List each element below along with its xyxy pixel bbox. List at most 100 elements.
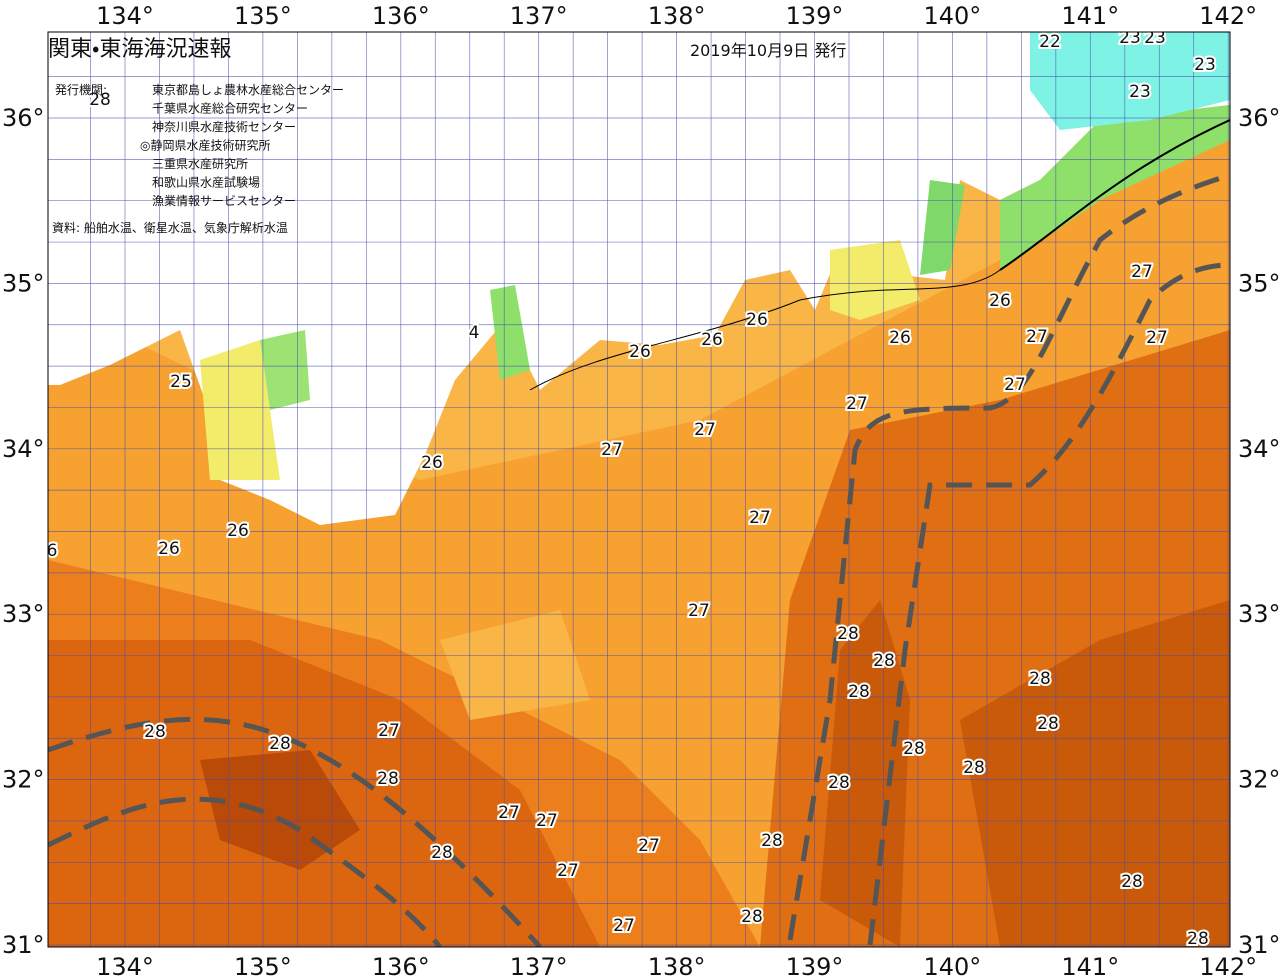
title: 関東・東海海況速報 bbox=[48, 37, 231, 62]
contour-label: 28 bbox=[1121, 872, 1143, 892]
issuer-name: 三重県水産研究所 bbox=[152, 157, 248, 171]
latitude-label: 33° bbox=[1238, 600, 1280, 628]
contour-label: 4 bbox=[469, 323, 480, 343]
contour-line bbox=[529, 269, 1001, 391]
current-line bbox=[48, 716, 542, 947]
warm-core bbox=[200, 750, 360, 870]
contour-label: 28 bbox=[269, 734, 291, 754]
latitude-label: 36° bbox=[1238, 104, 1280, 132]
contour-label: 27 bbox=[601, 440, 623, 460]
longitude-label: 140° bbox=[923, 953, 981, 980]
longitude-label: 141° bbox=[1061, 2, 1119, 30]
contour-line bbox=[999, 119, 1230, 271]
latitude-label: 34° bbox=[2, 435, 45, 463]
current-axes bbox=[48, 172, 1230, 947]
contour-label: 28 bbox=[89, 90, 111, 110]
current-line bbox=[48, 796, 442, 947]
contour-label: 28 bbox=[1187, 929, 1209, 949]
contour-label: 26 bbox=[421, 453, 443, 473]
contour-label: 28 bbox=[431, 843, 453, 863]
contour-label: 6 bbox=[47, 541, 58, 561]
issuer-name: 漁業情報サービスセンター bbox=[152, 194, 296, 208]
longitude-label: 140° bbox=[923, 2, 981, 30]
contour-label: 28 bbox=[1037, 714, 1059, 734]
source-note: 資料: 船舶水温、衛星水温、気象庁解析水温 bbox=[52, 220, 288, 235]
latitude-label: 35° bbox=[1238, 269, 1280, 297]
cool-zone-cyan bbox=[1030, 32, 1230, 130]
contour-label: 27 bbox=[1146, 328, 1168, 348]
contour-label: 26 bbox=[227, 521, 249, 541]
issuers: 東京都島しょ農林水産総合センター千葉県水産総合研究センター神奈川県水産技術センタ… bbox=[140, 82, 344, 208]
contour-label: 28 bbox=[1029, 669, 1051, 689]
longitude-label: 135° bbox=[234, 2, 292, 30]
contour-label: 28 bbox=[873, 651, 895, 671]
contour-label: 26 bbox=[889, 328, 911, 348]
contour-label: 27 bbox=[749, 508, 771, 528]
latitude-label: 36° bbox=[2, 104, 45, 132]
issuer-name: 千葉県水産総合研究センター bbox=[152, 101, 308, 116]
graticule bbox=[48, 32, 1230, 947]
issuer-name: 東京都島しょ農林水産総合センター bbox=[152, 82, 344, 97]
longitude-label: 136° bbox=[372, 953, 430, 980]
contour-label: 25 bbox=[170, 372, 192, 392]
issuers-label: 発行機関: bbox=[55, 83, 107, 97]
land bbox=[48, 32, 1230, 525]
latitude-label: 35° bbox=[2, 269, 45, 297]
contour-label: 28 bbox=[837, 624, 859, 644]
contour-label: 22 bbox=[1039, 32, 1061, 52]
contour-label: 26 bbox=[158, 539, 180, 559]
current-line bbox=[867, 262, 1230, 946]
issuer-name: 和歌山県水産試験場 bbox=[152, 175, 260, 190]
contour-label: 27 bbox=[1131, 262, 1153, 282]
contour-label: 26 bbox=[989, 291, 1011, 311]
longitude-label: 139° bbox=[786, 953, 844, 980]
cool-zone-yellow bbox=[830, 240, 920, 320]
contour-label: 27 bbox=[1026, 327, 1048, 347]
contour-label: 28 bbox=[741, 907, 763, 927]
longitude-label: 139° bbox=[786, 2, 844, 30]
warm-zone-darkest bbox=[820, 600, 1230, 947]
contour-label: 27 bbox=[846, 394, 868, 414]
contour-label: 27 bbox=[1004, 375, 1026, 395]
longitude-label: 135° bbox=[234, 953, 292, 980]
longitude-label: 134° bbox=[96, 953, 154, 980]
longitude-label: 138° bbox=[648, 2, 706, 30]
contour-label: 27 bbox=[613, 916, 635, 936]
latitude-label: 34° bbox=[1238, 435, 1280, 463]
contour-label: 28 bbox=[963, 758, 985, 778]
contour-label: 28 bbox=[828, 773, 850, 793]
longitude-label: 134° bbox=[96, 2, 154, 30]
issuer-name: ◎静岡県水産技術研究所 bbox=[140, 138, 270, 153]
issue-date: 2019年10月9日 発行 bbox=[690, 41, 846, 60]
issuer-name: 神奈川県水産技術センター bbox=[152, 119, 296, 134]
latitude-label: 33° bbox=[2, 600, 45, 628]
latitude-label: 32° bbox=[2, 766, 45, 794]
longitude-label: 137° bbox=[510, 2, 568, 30]
longitude-label: 142° bbox=[1199, 953, 1257, 980]
contour-label: 28 bbox=[89, 90, 111, 110]
contour-label: 26 bbox=[701, 330, 723, 350]
sea-temperature-map: 22 23 232323252626262626262626462727272727… bbox=[47, 28, 1230, 949]
contour-label: 23 bbox=[1129, 82, 1151, 102]
longitude-label: 137° bbox=[510, 953, 568, 980]
contour-label: 27 bbox=[557, 861, 579, 881]
cool-zone-yellow bbox=[200, 340, 280, 480]
contour-label: 27 bbox=[378, 721, 400, 741]
contour-label: 26 bbox=[629, 342, 651, 362]
contour-label: 28 bbox=[848, 682, 870, 702]
contour-label: 27 bbox=[638, 836, 660, 856]
latitude-label: 32° bbox=[1238, 766, 1280, 794]
contour-label: 23 bbox=[1144, 28, 1166, 48]
contour-label: 27 bbox=[536, 811, 558, 831]
contour-labels: 22 23 232323252626262626262626462727272727… bbox=[47, 28, 1218, 949]
cool-patch bbox=[440, 610, 590, 720]
contour-label: 26 bbox=[746, 310, 768, 330]
longitude-label: 138° bbox=[648, 953, 706, 980]
contour-label: 28 bbox=[144, 722, 166, 742]
contour-label: 28 bbox=[761, 831, 783, 851]
longitude-label: 141° bbox=[1061, 953, 1119, 980]
longitude-label: 142° bbox=[1199, 2, 1257, 30]
